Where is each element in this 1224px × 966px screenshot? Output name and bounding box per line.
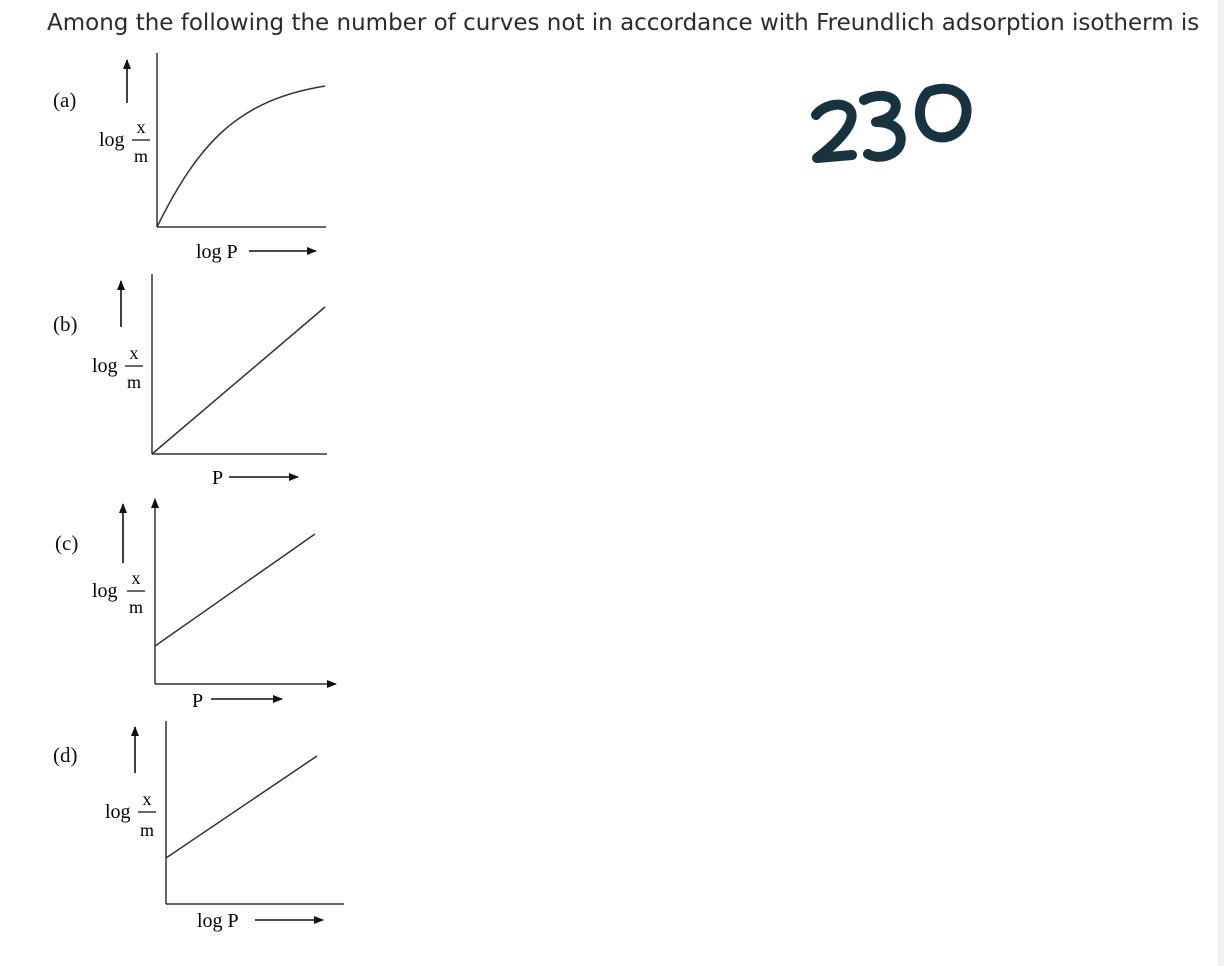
question-text: Among the following the number of curves… — [47, 10, 1200, 36]
graph-a-ylabel-num: x — [137, 117, 146, 137]
graph-a-curve — [156, 85, 326, 228]
graph-b-line — [151, 306, 326, 455]
scrollbar-track — [1218, 0, 1224, 966]
graph-b-ylabel-num: x — [130, 343, 139, 363]
option-a-label: (a) — [53, 88, 77, 112]
graph-d: log x m log P — [105, 721, 344, 932]
handwritten-answer — [811, 83, 972, 163]
option-c-label: (c) — [55, 531, 79, 555]
handwritten-digit-3 — [859, 90, 906, 162]
graph-c: log x m P — [92, 498, 337, 712]
graph-d-line — [165, 755, 318, 859]
graph-b-ylabel-log: log — [92, 355, 118, 377]
graph-b-ylabel-den: m — [127, 372, 141, 392]
graph-a-ylabel-den: m — [134, 146, 148, 166]
graph-a-xlabel: log P — [196, 241, 238, 263]
graph-b-xlabel: P — [212, 467, 223, 489]
handwritten-digit-0 — [915, 83, 972, 143]
graph-d-ylabel-num: x — [143, 789, 152, 809]
option-b-label: (b) — [53, 312, 78, 336]
graph-d-xlabel: log P — [197, 910, 239, 932]
handwritten-digit-2 — [811, 99, 857, 163]
graph-c-ylabel-log: log — [92, 580, 118, 602]
graph-a: log x m log P — [99, 53, 326, 263]
graph-b: log x m P — [92, 274, 327, 489]
graph-c-ylabel-num: x — [132, 568, 141, 588]
graph-d-ylabel-log: log — [105, 801, 131, 823]
graph-c-ylabel-den: m — [129, 597, 143, 617]
graph-c-line — [154, 533, 316, 647]
option-d-label: (d) — [53, 743, 78, 767]
graph-a-ylabel-log: log — [99, 129, 125, 151]
graph-c-xlabel: P — [192, 690, 203, 712]
graph-d-ylabel-den: m — [140, 820, 154, 840]
